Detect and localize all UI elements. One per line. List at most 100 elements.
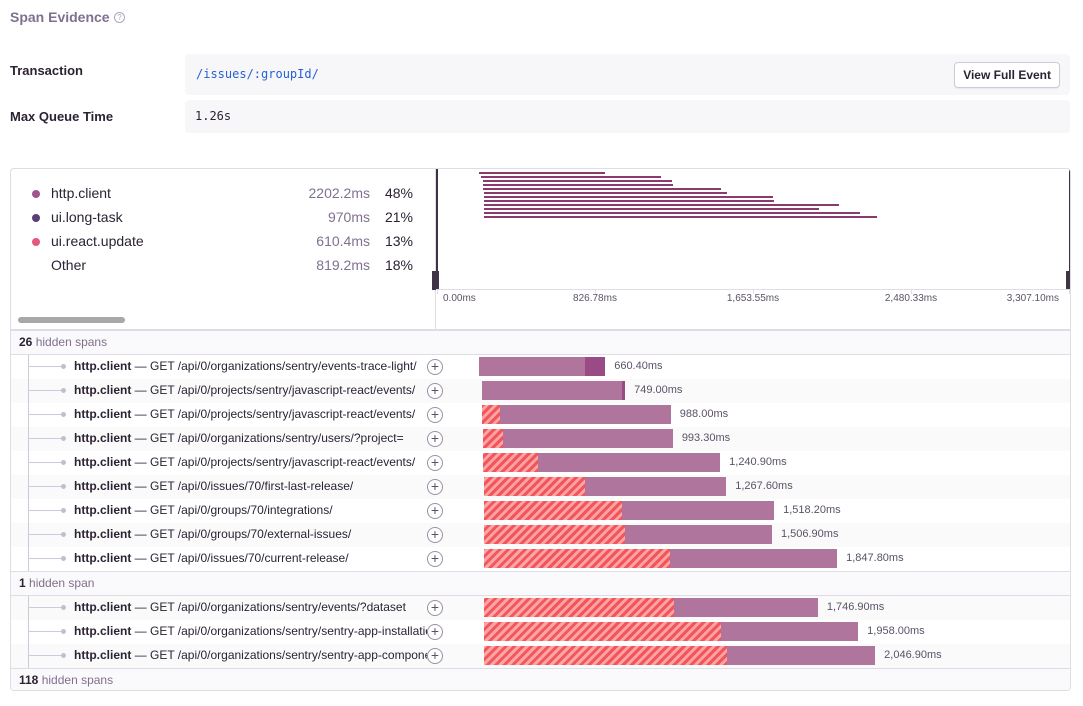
queue-hatch (484, 525, 625, 544)
tree-line (28, 558, 64, 559)
tree-line (28, 644, 29, 668)
x-tick-label: 826.78ms (573, 293, 617, 304)
queue-hatch (484, 501, 622, 520)
tree-dot (61, 460, 66, 465)
span-duration: 993.30ms (681, 432, 731, 444)
transaction-link[interactable]: /issues/:groupId/ (196, 67, 319, 81)
tree-line (28, 547, 29, 571)
span-text: — GET /api/0/organizations/sentry/events… (134, 359, 417, 373)
tree-line (28, 534, 64, 535)
minimap-handle[interactable] (432, 271, 439, 290)
minimap-span (483, 180, 672, 182)
span-bar (484, 525, 772, 544)
tree-line (28, 499, 29, 523)
minimap-handle[interactable] (1066, 271, 1070, 290)
x-tick (753, 290, 754, 294)
span-op: http.client (74, 383, 132, 397)
tree-dot (61, 653, 66, 658)
x-tick-label: 1,653.55ms (726, 293, 780, 304)
axis-line (436, 289, 1070, 290)
hidden-spans-row[interactable]: 26 hidden spans (11, 330, 1070, 355)
expand-button[interactable]: + (427, 359, 443, 375)
tree-dot (61, 532, 66, 537)
legend-op: http.client (51, 185, 111, 201)
expand-button[interactable]: + (427, 455, 443, 471)
queue-hatch (483, 453, 538, 472)
span-text: — GET /api/0/projects/sentry/javascript-… (134, 407, 416, 421)
scrollbar[interactable] (18, 317, 125, 323)
tree-line (28, 655, 64, 656)
expand-button[interactable]: + (427, 431, 443, 447)
detail-label: Transaction (10, 63, 83, 78)
detail-value-box: /issues/:groupId/ (185, 54, 1070, 95)
expand-button[interactable]: + (427, 600, 443, 616)
view-full-event-button[interactable]: View Full Event (954, 62, 1060, 88)
span-duration: 2,046.90ms (884, 649, 942, 661)
span-duration: 1,847.80ms (846, 552, 904, 564)
detail-label: Max Queue Time (10, 109, 114, 124)
tree-dot (61, 436, 66, 441)
span-op: http.client (74, 527, 132, 541)
minimap-span (484, 216, 877, 218)
span-description: http.client — GET /api/0/projects/sentry… (74, 407, 427, 421)
span-duration: 1,267.60ms (735, 480, 793, 492)
expand-button[interactable]: + (427, 503, 443, 519)
span-row: http.client — GET /api/0/projects/sentry… (11, 379, 1070, 403)
minimap-span (483, 184, 673, 186)
legend-percent: 21% (384, 209, 413, 225)
x-tick-label: 2,480.33ms (884, 293, 938, 304)
span-description: http.client — GET /api/0/organizations/s… (74, 600, 427, 614)
expand-button[interactable]: + (427, 624, 443, 640)
span-op: http.client (74, 624, 132, 638)
span-text: — GET /api/0/organizations/sentry/sentry… (134, 624, 427, 638)
x-tick (1069, 290, 1070, 294)
tree-line (28, 366, 64, 367)
span-description: http.client — GET /api/0/groups/70/exter… (74, 527, 427, 541)
expand-button[interactable]: + (427, 527, 443, 543)
span-description: http.client — GET /api/0/projects/sentry… (74, 455, 427, 469)
expand-button[interactable]: + (427, 479, 443, 495)
span-bar (483, 453, 721, 472)
span-row: http.client — GET /api/0/projects/sentry… (11, 451, 1070, 475)
span-panel: http.client 2202.2ms 48% ui.long-task 970ms 2… (10, 168, 1071, 691)
span-row: http.client — GET /api/0/issues/70/first… (11, 475, 1070, 499)
tree-line (28, 390, 64, 391)
minimap-edge (1069, 169, 1070, 289)
divider (11, 329, 1070, 330)
minimap-span (484, 208, 819, 210)
span-row: http.client — GET /api/0/organizations/s… (11, 596, 1070, 620)
expand-button[interactable]: + (427, 383, 443, 399)
x-tick-label: 0.00ms (443, 293, 476, 304)
span-bar (484, 646, 876, 665)
span-description: http.client — GET /api/0/projects/sentry… (74, 383, 427, 397)
span-op: http.client (74, 359, 132, 373)
span-duration: 1,518.20ms (783, 504, 841, 516)
span-description: http.client — GET /api/0/organizations/s… (74, 648, 427, 662)
hidden-spans-row[interactable]: 118 hidden spans (11, 668, 1070, 690)
expand-button[interactable]: + (427, 648, 443, 664)
expand-button[interactable]: + (427, 407, 443, 423)
tree-line (28, 620, 29, 644)
span-row: http.client — GET /api/0/organizations/s… (11, 427, 1070, 451)
minimap-span (484, 192, 727, 194)
help-icon[interactable]: ? (114, 12, 125, 23)
hidden-text: hidden spans (35, 335, 108, 349)
tree-dot (61, 556, 66, 561)
span-bar (484, 622, 859, 641)
span-duration: 660.40ms (614, 360, 663, 372)
expand-button[interactable]: + (427, 551, 443, 567)
minimap-span (484, 200, 774, 202)
minimap-span (481, 176, 661, 178)
tree-line (28, 451, 29, 475)
span-bar (484, 501, 775, 520)
tree-dot (61, 508, 66, 513)
queue-hatch (484, 646, 727, 665)
span-text: — GET /api/0/groups/70/integrations/ (134, 503, 333, 517)
tree-line (28, 355, 29, 379)
span-bar (484, 549, 838, 568)
tree-dot (61, 364, 66, 369)
queue-hatch (484, 622, 721, 641)
hidden-spans-row[interactable]: 1 hidden span (11, 571, 1070, 596)
span-duration: 1,240.90ms (729, 456, 787, 468)
